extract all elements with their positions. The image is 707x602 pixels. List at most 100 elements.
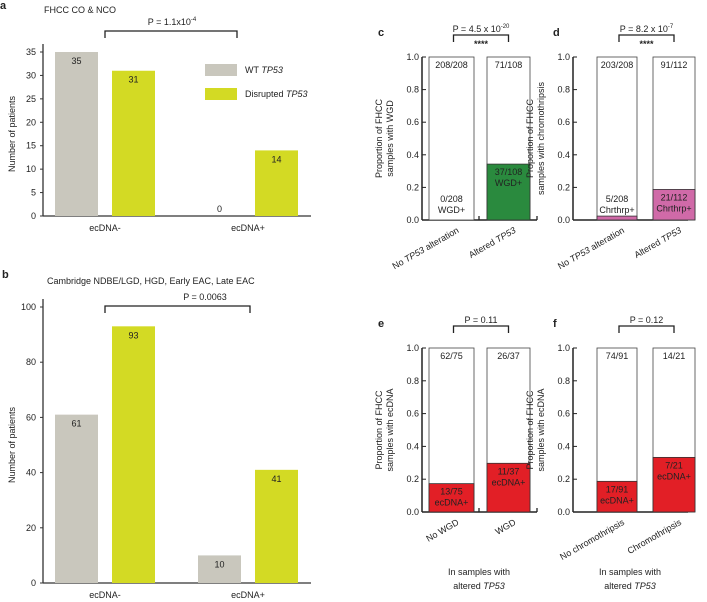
- x-tick-label: No chromothripsis: [558, 517, 626, 562]
- bar-fraction-label: 17/91: [606, 484, 629, 494]
- bar-fraction-label: ecDNA+: [492, 477, 526, 487]
- significance-stars: ****: [639, 39, 654, 49]
- x-tick-label: Chromothripsis: [626, 517, 684, 556]
- bar-top-label: 208/208: [435, 60, 468, 70]
- bar-wt: [198, 555, 241, 583]
- y-tick-label: 0: [31, 211, 36, 221]
- bar-fraction-label: ecDNA+: [657, 471, 691, 481]
- y-tick-label: 0.0: [557, 215, 570, 225]
- legend-label: Disrupted TP53: [245, 89, 308, 99]
- bar-fraction: [428, 483, 475, 513]
- y-tick-label: 0: [31, 578, 36, 588]
- bar-disrupted: [255, 469, 298, 583]
- p-value: P = 8.2 x 10-7: [620, 24, 674, 34]
- bar-fraction: [486, 462, 531, 513]
- bar-fraction-label: ecDNA+: [435, 498, 469, 508]
- panel-letter-e: e: [378, 318, 384, 330]
- y-tick-label: 80: [26, 357, 36, 367]
- panel-letter-a: a: [0, 0, 7, 12]
- y-tick-label: 5: [31, 188, 36, 198]
- bar-top-label: 91/112: [661, 60, 688, 70]
- y-axis-label: samples with ecDNA: [536, 388, 546, 471]
- y-tick-label: 0.0: [406, 215, 419, 225]
- legend-swatch: [205, 64, 237, 76]
- y-tick-label: 0.8: [406, 376, 419, 386]
- bar-fraction-label: 11/37: [498, 466, 520, 476]
- y-tick-label: 0.2: [406, 182, 419, 192]
- bar-top-label: 71/108: [495, 60, 523, 70]
- significance-bracket: [104, 305, 251, 313]
- y-axis-label: Proportion of FHCC: [525, 390, 535, 470]
- p-value: P = 0.12: [630, 315, 664, 325]
- y-tick-label: 0.2: [557, 182, 570, 192]
- y-tick-label: 0.0: [406, 507, 419, 517]
- bar-fraction-label: Chrthrp+: [599, 205, 634, 215]
- bar-top-label: 203/208: [601, 60, 634, 70]
- significance-bracket: [452, 34, 510, 42]
- bar-fraction: [652, 456, 696, 513]
- y-tick-label: 0.6: [557, 409, 570, 419]
- y-tick-label: 20: [26, 117, 36, 127]
- x-tick-label: ecDNA+: [231, 223, 265, 233]
- bar-fraction-label: 7/21: [665, 460, 683, 470]
- data-label: 31: [128, 75, 138, 85]
- chart-title: Cambridge NDBE/LGD, HGD, Early EAC, Late…: [47, 276, 255, 286]
- y-axis-label: samples with ecDNA: [385, 388, 395, 471]
- x-axis-label: In samples with: [448, 567, 510, 577]
- x-axis-label: In samples with: [599, 567, 661, 577]
- data-label: 35: [71, 56, 81, 66]
- y-tick-label: 0.4: [557, 150, 570, 160]
- x-tick-label: Altered TP53: [467, 225, 518, 260]
- y-tick-label: 25: [26, 94, 36, 104]
- data-label: 93: [128, 330, 138, 340]
- bar-wt: [55, 52, 98, 216]
- y-tick-label: 0.2: [406, 474, 419, 484]
- y-axis-label: Proportion of FHCC: [525, 98, 535, 178]
- y-tick-label: 1.0: [557, 343, 570, 353]
- y-tick-label: 0.4: [557, 441, 570, 451]
- y-tick-label: 1.0: [406, 343, 419, 353]
- x-tick-label: ecDNA+: [231, 590, 265, 600]
- panel-letter-d: d: [553, 27, 560, 39]
- x-tick-label: ecDNA-: [89, 590, 121, 600]
- x-tick-label: No TP53 alteration: [556, 225, 626, 271]
- bar-top-label: 26/37: [497, 351, 520, 361]
- p-value: P = 0.0063: [183, 292, 227, 302]
- bar-fraction-label: 13/75: [440, 487, 463, 497]
- bar-fraction-label: 21/112: [661, 192, 688, 202]
- panel-letter-c: c: [378, 27, 384, 39]
- p-value: P = 0.11: [465, 315, 498, 325]
- panel-letter-f: f: [553, 318, 557, 330]
- x-tick-label: WGD: [493, 517, 517, 537]
- x-axis-label: altered TP53: [604, 581, 656, 591]
- y-tick-label: 0.2: [557, 474, 570, 484]
- chart-title: FHCC CO & NCO: [44, 5, 116, 15]
- y-tick-label: 0.6: [406, 409, 419, 419]
- y-tick-label: 0.6: [557, 117, 570, 127]
- significance-bracket: [618, 34, 675, 42]
- x-tick-label: No TP53 alteration: [390, 225, 460, 271]
- data-label: 14: [271, 154, 281, 164]
- bar-wt: [55, 414, 98, 583]
- y-tick-label: 15: [26, 141, 36, 151]
- legend-label: WT TP53: [245, 65, 283, 75]
- significance-bracket: [104, 30, 238, 38]
- bar-fraction-label: 5/208: [606, 194, 629, 204]
- bar-fraction: [596, 480, 638, 513]
- y-axis-label: Proportion of FHCC: [374, 390, 384, 470]
- y-tick-label: 60: [26, 412, 36, 422]
- significance-stars: ****: [474, 39, 489, 49]
- x-tick-label: Altered TP53: [632, 225, 683, 260]
- bar-disrupted: [112, 326, 155, 583]
- bar-fraction-label: 0/208: [440, 194, 463, 204]
- y-tick-label: 0.8: [557, 85, 570, 95]
- bar-fraction-label: Chrthrp+: [656, 203, 691, 213]
- y-tick-label: 10: [26, 164, 36, 174]
- panel-letter-b: b: [2, 269, 9, 281]
- y-axis-label: Proportion of FHCC: [374, 98, 384, 178]
- x-tick-label: No WGD: [424, 517, 461, 544]
- legend-swatch: [205, 88, 237, 100]
- bar-fraction: [652, 189, 696, 221]
- y-tick-label: 0.8: [557, 376, 570, 386]
